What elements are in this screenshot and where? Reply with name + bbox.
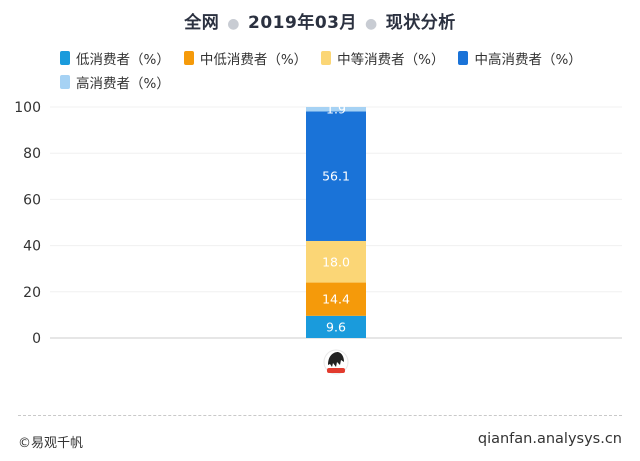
legend-item-upper-middle[interactable]: 中高消费者（%） [458, 48, 582, 68]
legend-swatch [321, 51, 332, 65]
bar-value-label: 1.9 [326, 102, 346, 117]
copyright-text: ©易观千帆 [18, 436, 84, 451]
bar-segment[interactable] [306, 282, 366, 316]
legend-label: 中低消费者（%） [199, 52, 308, 68]
legend-swatch [60, 51, 70, 65]
legend-label: 高消费者（%） [76, 76, 170, 92]
legend-item-high[interactable]: 高消费者（%） [60, 72, 170, 92]
title-separator-dot: ● [364, 16, 378, 32]
legend-item-low[interactable]: 低消费者（%） [60, 48, 170, 68]
source-url[interactable]: qianfan.analysys.cn [477, 431, 622, 447]
y-tick-label: 40 [23, 239, 41, 255]
bar-value-label: 14.4 [322, 292, 350, 307]
legend-label: 中高消费者（%） [474, 52, 582, 68]
title-period: 2019年03月 [248, 13, 357, 33]
bar-value-label: 56.1 [322, 169, 350, 184]
y-axis-labels: 0 20 40 60 80 100 [14, 100, 41, 347]
title-analysis: 现状分析 [385, 13, 456, 33]
y-tick-label: 100 [14, 100, 41, 116]
legend-item-middle[interactable]: 中等消费者（%） [321, 48, 444, 68]
bar-value-label: 9.6 [326, 319, 346, 334]
legend-label: 中等消费者（%） [337, 52, 445, 68]
legend-swatch [183, 51, 194, 65]
chart-legend: 低消费者（%） 中低消费者（%） 中等消费者（%） 中高消费者（%） 高消费者（… [60, 48, 620, 92]
y-tick-label: 20 [23, 285, 41, 301]
lion-logo-icon [323, 349, 349, 375]
bar-data-labels: 9.6 14.4 18.0 56.1 1.9 [322, 102, 350, 335]
title-scope: 全网 [184, 13, 220, 33]
chart-title: 全网 ● 2019年03月 ● 现状分析 [0, 8, 640, 33]
legend-swatch [458, 51, 469, 65]
legend-swatch [60, 75, 70, 89]
y-tick-label: 80 [23, 146, 41, 162]
legend-item-lower-middle[interactable]: 中低消费者（%） [183, 48, 308, 68]
title-separator-dot: ● [227, 16, 240, 32]
bar-segment[interactable] [306, 240, 366, 283]
legend-label: 低消费者（%） [76, 52, 170, 68]
footer-divider [18, 415, 622, 416]
y-tick-label: 0 [32, 331, 41, 347]
bar-segment[interactable] [306, 315, 366, 338]
bar-stack [306, 107, 366, 338]
bar-segment[interactable] [306, 107, 366, 112]
bar-segment[interactable] [306, 111, 366, 241]
bar-value-label: 18.0 [322, 254, 350, 269]
y-tick-label: 60 [23, 192, 41, 208]
